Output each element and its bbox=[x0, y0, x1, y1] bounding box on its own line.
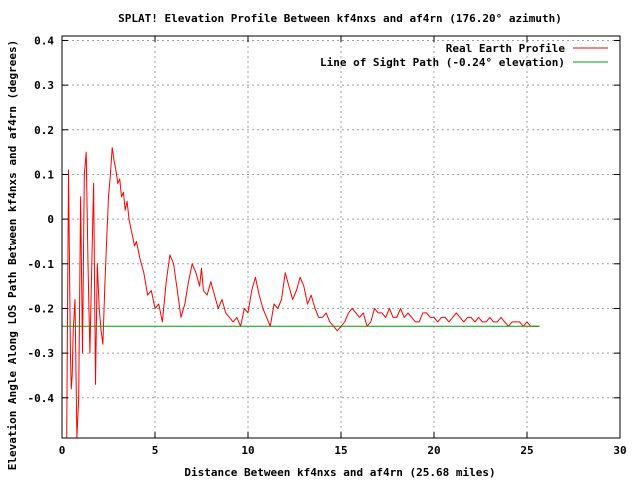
x-tick-label: 25 bbox=[520, 444, 533, 457]
y-tick-label: 0.2 bbox=[34, 124, 54, 137]
chart-title: SPLAT! Elevation Profile Between kf4nxs … bbox=[118, 12, 562, 25]
y-tick-label: -0.3 bbox=[28, 347, 55, 360]
y-tick-label: 0.4 bbox=[34, 34, 54, 47]
x-tick-label: 20 bbox=[427, 444, 440, 457]
x-tick-label: 15 bbox=[334, 444, 347, 457]
y-tick-label: -0.4 bbox=[28, 392, 55, 405]
x-tick-label: 0 bbox=[59, 444, 66, 457]
legend-label-line-of-sight: Line of Sight Path (-0.24° elevation) bbox=[320, 56, 565, 69]
x-axis-label: Distance Between kf4nxs and af4rn (25.68… bbox=[184, 466, 495, 479]
x-tick-label: 5 bbox=[152, 444, 159, 457]
y-tick-label: -0.2 bbox=[28, 302, 55, 315]
y-axis-label: Elevation Angle Along LOS Path Between k… bbox=[6, 40, 19, 470]
legend: Real Earth Profile Line of Sight Path (-… bbox=[320, 42, 608, 69]
series-lines bbox=[62, 147, 540, 439]
x-tick-label: 30 bbox=[613, 444, 626, 457]
y-tick-label: 0.1 bbox=[34, 168, 54, 181]
y-tick-labels: -0.4 -0.3 -0.2 -0.1 0 0.1 0.2 0.3 0.4 bbox=[28, 34, 55, 404]
axis-ticks bbox=[61, 36, 621, 438]
y-tick-label: 0 bbox=[47, 213, 54, 226]
y-tick-label: -0.1 bbox=[28, 258, 55, 271]
real-earth-profile-line bbox=[66, 147, 540, 439]
x-tick-label: 10 bbox=[241, 444, 254, 457]
x-tick-labels: 0 5 10 15 20 25 30 bbox=[59, 444, 627, 457]
legend-label-real-earth: Real Earth Profile bbox=[446, 42, 566, 55]
y-tick-label: 0.3 bbox=[34, 79, 54, 92]
